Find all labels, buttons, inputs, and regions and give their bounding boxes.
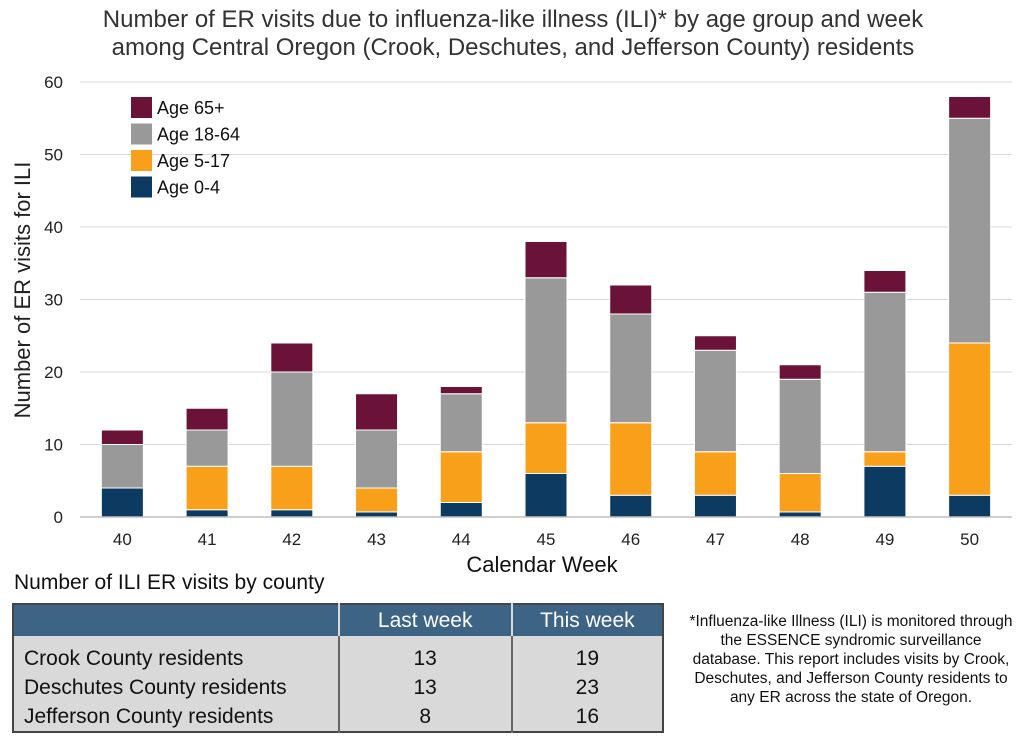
y-tick-label: 10 [44,436,63,455]
legend-label: Age 5-17 [157,151,230,171]
bar-age-0-4-week-47 [693,494,737,518]
bar-age-65--week-42 [270,342,314,373]
county-visits-table: Last week This week Crook County residen… [12,603,664,733]
table-caption: Number of ILI ER visits by county [14,571,325,594]
x-tick-label: 43 [367,530,386,549]
bar-age-65--week-49 [863,270,907,293]
last-week-count: 13 [338,673,513,702]
bar-age-5-17-week-43 [355,487,399,513]
bar-age-65--week-44 [439,386,483,395]
bar-age-5-17-week-41 [185,465,229,511]
bar-age-65--week-46 [609,284,653,315]
legend-swatch [131,97,152,118]
bar-age-5-17-week-47 [693,451,737,496]
footnote: *Influenza-like Illness (ILI) is monitor… [689,613,1013,706]
bar-age-18-64-week-46 [609,313,653,424]
table-header-row: Last week This week [13,604,663,636]
bar-age-0-4-week-42 [270,509,314,518]
bar-age-18-64-week-43 [355,429,399,489]
bar-age-5-17-week-46 [609,422,653,496]
bar-age-18-64-week-50 [948,117,992,344]
table-row: Crook County residents 13 19 [13,636,663,673]
bar-age-18-64-week-47 [693,349,737,453]
y-tick-label: 60 [44,73,63,92]
bar-age-0-4-week-41 [185,509,229,518]
last-week-count: 13 [338,636,513,673]
x-tick-label: 45 [537,530,556,549]
y-tick-label: 50 [44,146,63,165]
county-name: Deschutes County residents [13,673,340,702]
x-tick-label: 48 [791,530,810,549]
x-tick-label: 40 [113,530,132,549]
legend-swatch [131,150,152,171]
this-week-count: 23 [511,673,663,702]
x-tick-label: 46 [621,530,640,549]
y-tick-label: 20 [44,363,63,382]
this-week-count: 19 [511,636,663,673]
legend-swatch [131,123,152,145]
county-name: Jefferson County residents [13,702,340,732]
x-tick-label: 42 [282,530,301,549]
bar-age-0-4-week-45 [524,473,568,518]
bar-age-0-4-week-48 [778,511,822,518]
stacked-bar-chart: 0 10 20 30 40 50 60 40 41 42 43 44 45 46 47 48 49 50 Age … [10,73,1012,577]
header-this-week: This week [511,604,663,636]
header-last-week: Last week [338,604,513,636]
bar-age-5-17-week-49 [863,451,907,467]
axes: 0 10 20 30 40 50 60 40 41 42 43 44 45 46 47 48 49 50 [44,73,1012,549]
table-row: Jefferson County residents 8 16 [13,702,663,732]
legend-label: Age 18-64 [157,125,240,145]
bar-age-65--week-40 [100,429,144,445]
bar-age-5-17-week-44 [439,451,483,503]
table-row: Deschutes County residents 13 23 [13,673,663,702]
y-axis-label: Number of ER visits for ILI [10,162,35,419]
bar-age-65--week-43 [355,393,399,431]
y-tick-label: 30 [44,291,63,310]
chart-title: Number of ER visits due to influenza-lik… [0,6,1026,62]
legend-swatch [131,176,152,198]
bar-age-0-4-week-40 [100,487,144,518]
bar-age-0-4-week-46 [609,494,653,518]
x-tick-label: 49 [875,530,894,549]
bars [100,96,992,518]
bar-age-18-64-week-45 [524,277,568,424]
chart-title-line-1: Number of ER visits due to influenza-lik… [102,6,924,33]
last-week-count: 8 [338,702,513,732]
x-tick-label: 41 [198,530,217,549]
bar-age-18-64-week-48 [778,378,822,474]
bar-age-18-64-week-42 [270,371,314,467]
x-tick-label: 47 [706,530,725,549]
bar-age-5-17-week-50 [948,342,992,496]
bar-age-18-64-week-41 [185,429,229,467]
legend-label: Age 65+ [157,98,225,118]
legend-label: Age 0-4 [157,178,220,198]
this-week-count: 16 [511,702,663,732]
bar-age-65--week-50 [948,96,992,119]
bar-age-0-4-week-50 [948,494,992,518]
bar-age-65--week-41 [185,407,229,431]
bar-age-0-4-week-49 [863,465,907,518]
bar-age-18-64-week-44 [439,393,483,453]
chart-title-line-2: among Central Oregon (Crook, Deschutes, … [111,34,915,61]
x-tick-label: 44 [452,530,471,549]
bar-age-18-64-week-49 [863,291,907,453]
bar-age-18-64-week-40 [100,444,144,489]
x-axis-label: Calendar Week [466,552,618,577]
x-tick-label: 50 [960,530,979,549]
bar-age-5-17-week-45 [524,422,568,474]
bar-age-65--week-45 [524,241,568,279]
bar-age-65--week-47 [693,335,737,351]
header-county [13,604,340,636]
y-tick-label: 0 [54,508,63,527]
bar-age-5-17-week-48 [778,473,822,513]
bar-age-65--week-48 [778,364,822,380]
bar-age-0-4-week-44 [439,502,483,518]
legend: Age 65+ Age 18-64 Age 5-17 Age 0-4 [131,97,240,198]
bar-age-0-4-week-43 [355,511,399,518]
bar-age-5-17-week-42 [270,465,314,511]
county-name: Crook County residents [13,636,340,673]
y-tick-label: 40 [44,218,63,237]
